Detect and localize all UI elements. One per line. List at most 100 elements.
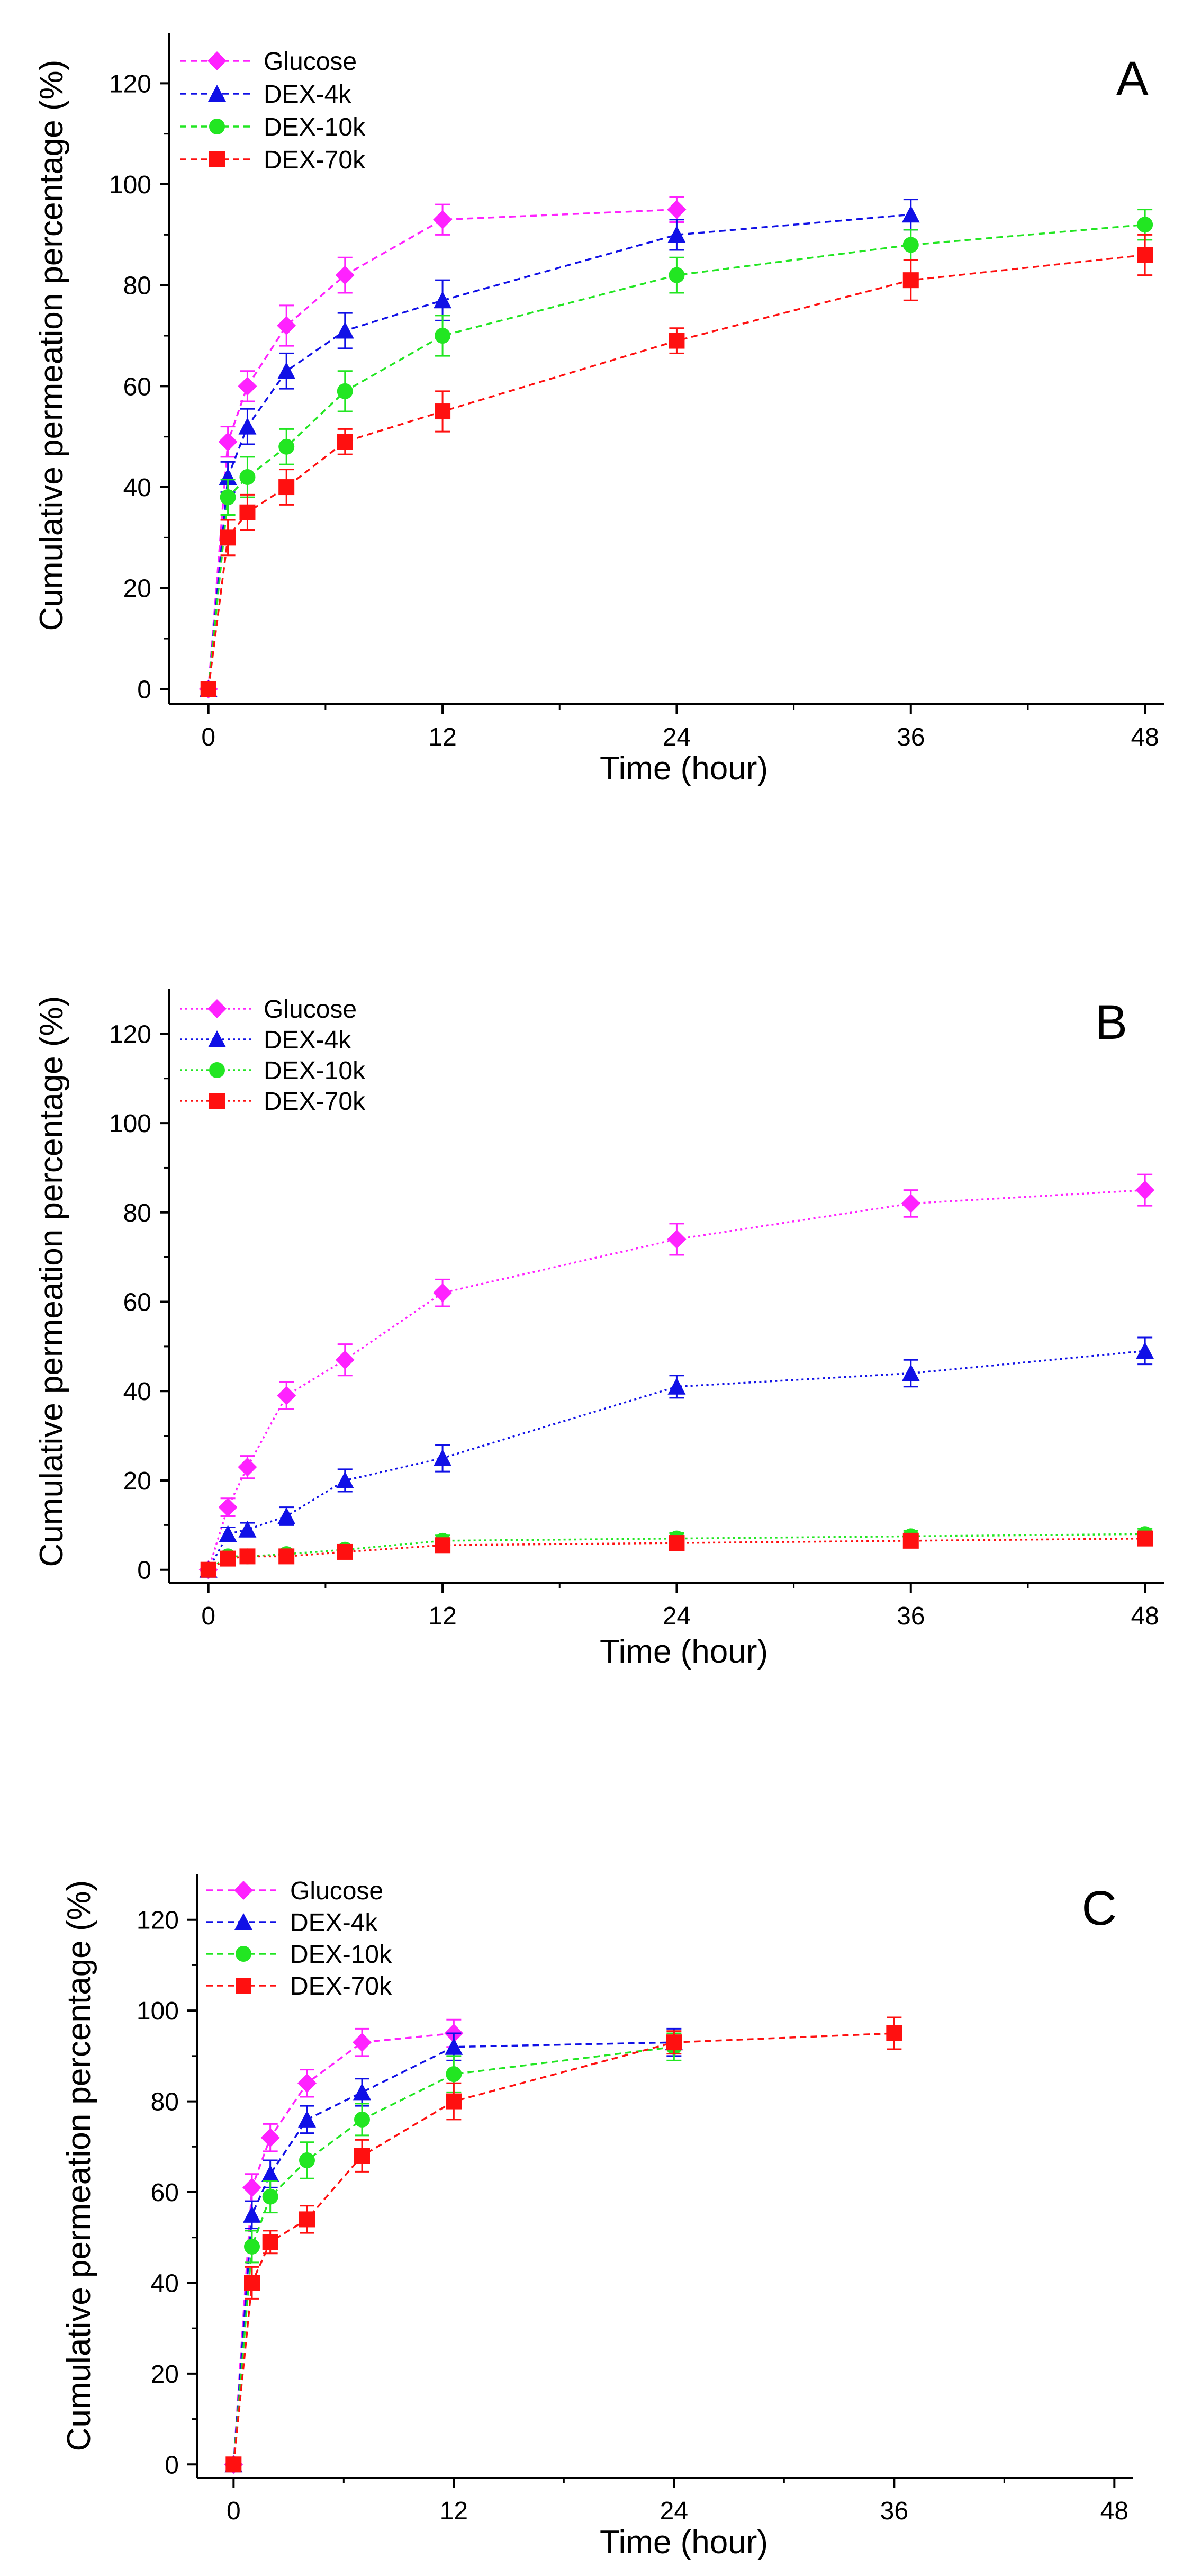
panel-b-legend-label-glucose: Glucose xyxy=(264,995,357,1024)
panel-b-data-point-dex-4k xyxy=(219,1525,237,1542)
panel-a-y-tick-label: 40 xyxy=(123,474,151,502)
panel-c-y-tick-label: 40 xyxy=(151,2269,179,2297)
panel-a-y-tick-label: 80 xyxy=(123,272,151,300)
panel-b-x-tick-label: 24 xyxy=(663,1602,691,1630)
panel-c-data-point-dex-4k xyxy=(261,2165,279,2182)
panel-c-legend-marker-glucose xyxy=(234,1881,253,1900)
panel-b-y-tick-label: 80 xyxy=(123,1199,151,1227)
panel-a-data-point-dex-10k xyxy=(220,489,236,506)
panel-a-data-point-glucose xyxy=(335,265,355,285)
panel-c-data-point-dex-70k xyxy=(225,2456,242,2473)
panel-b-data-point-dex-70k xyxy=(669,1535,685,1551)
panel-b-series-dex-70k xyxy=(200,1530,1153,1578)
panel-b-legend-label-dex-10k: DEX-10k xyxy=(264,1057,366,1085)
panel-c-data-point-dex-10k xyxy=(244,2238,260,2255)
panel-c-x-tick-label: 48 xyxy=(1100,2497,1128,2525)
panel-a-series-line-dex-4k xyxy=(207,213,911,689)
panel-c-data-point-dex-70k xyxy=(666,2034,682,2051)
panel-c-y-axis-title: Cumulative permeation percentage (%) xyxy=(61,1880,97,2452)
panel-a-data-point-dex-70k xyxy=(1137,247,1153,263)
panel-b-data-point-dex-70k xyxy=(902,1532,919,1549)
panel-a-y-tick-label: 60 xyxy=(123,373,151,401)
panel-c-y-tick-label: 80 xyxy=(151,2088,179,2116)
panel-b-y-tick-label: 0 xyxy=(137,1557,151,1585)
panel-c-y-tick-label: 100 xyxy=(137,1997,179,2025)
panel-a-data-point-dex-70k xyxy=(200,681,216,697)
panel-b-legend-label-dex-70k: DEX-70k xyxy=(264,1088,366,1116)
panel-b-x-tick-label: 0 xyxy=(201,1602,215,1630)
panel-a-legend-label-glucose: Glucose xyxy=(264,48,357,76)
panel-a-data-point-dex-4k xyxy=(219,468,237,485)
panel-c-y-tick-label: 20 xyxy=(151,2360,179,2389)
panel-a-data-point-dex-10k xyxy=(669,267,685,283)
panel-a-data-point-dex-70k xyxy=(669,333,685,349)
panel-c-data-point-dex-10k xyxy=(262,2188,278,2205)
panel-a-y-tick-label: 20 xyxy=(123,575,151,603)
panel-a-data-point-dex-10k xyxy=(435,328,451,344)
panel-b-legend-marker-dex-4k xyxy=(208,1030,226,1047)
panel-c-legend-label-dex-10k: DEX-10k xyxy=(290,1941,392,1969)
panel-b-y-tick-label: 120 xyxy=(109,1020,151,1048)
panel-c-data-point-glucose xyxy=(353,2033,372,2052)
panel-b-x-axis-title: Time (hour) xyxy=(600,1633,768,1670)
panel-b-axes: 0 12 24 36 48 0 20 40 60 80 100 120 xyxy=(109,989,1164,1630)
panel-b-legend-marker-dex-70k xyxy=(209,1093,225,1109)
panel-a-series-dex-70k xyxy=(200,234,1153,697)
panel-a-data-point-dex-70k xyxy=(239,504,256,520)
panel-c-x-tick-label: 12 xyxy=(440,2497,468,2525)
panel-a-data-point-dex-70k xyxy=(337,434,353,450)
panel-a-data-point-dex-10k xyxy=(239,469,256,485)
panel-a-letter: A xyxy=(1116,52,1149,106)
panel-b-x-tick-label: 36 xyxy=(897,1602,925,1630)
panel-c-data-point-dex-4k xyxy=(243,2205,261,2223)
panel-c-x-axis-title: Time (hour) xyxy=(600,2524,768,2561)
panel-b-data-point-glucose xyxy=(238,1457,257,1477)
panel-a-data-point-dex-70k xyxy=(220,529,236,546)
panel-b-data-point-dex-4k xyxy=(667,1377,686,1395)
panel-b-data-point-glucose xyxy=(901,1193,920,1213)
panel-c-legend: Glucose DEX-4k DEX-10k DEX-70k xyxy=(206,1877,392,2000)
panel-c-x-tick-label: 24 xyxy=(660,2497,688,2525)
panel-a-data-point-dex-70k xyxy=(278,479,295,496)
panel-a-data-point-dex-4k xyxy=(277,362,296,379)
panel-c-y-tick-label: 120 xyxy=(137,1907,179,1935)
panel-c-series-line-dex-70k xyxy=(232,2032,895,2465)
panel-c-data-point-dex-4k xyxy=(298,2110,316,2128)
panel-a-data-point-dex-4k xyxy=(336,321,354,339)
panel-a-y-axis-title: Cumulative permeation percentage (%) xyxy=(33,60,70,631)
panel-b-data-point-glucose xyxy=(667,1229,687,1249)
panel-c-legend-marker-dex-70k xyxy=(236,1978,251,1994)
panel-a-x-tick-label: 48 xyxy=(1131,723,1159,751)
chart-panel-a: Time (hour) Cumulative permeation percen… xyxy=(33,33,1164,787)
panel-a-x-tick-label: 0 xyxy=(201,723,215,751)
panel-c-data-point-dex-70k xyxy=(886,2025,902,2041)
panel-b-data-point-dex-70k xyxy=(200,1561,216,1578)
panel-a-data-point-dex-4k xyxy=(238,417,257,435)
panel-a-x-tick-label: 36 xyxy=(897,723,925,751)
panel-c-series-dex-70k xyxy=(225,2016,902,2473)
panel-b-series-dex-4k xyxy=(199,1336,1154,1578)
panel-c-data-point-dex-70k xyxy=(299,2211,315,2228)
panel-b-data-point-dex-70k xyxy=(239,1548,256,1565)
panel-b-data-point-dex-4k xyxy=(277,1507,296,1524)
panel-b-data-point-dex-4k xyxy=(434,1449,452,1466)
panel-a-x-axis-title: Time (hour) xyxy=(600,750,768,787)
panel-b-x-tick-label: 12 xyxy=(428,1602,456,1630)
panel-a-legend-label-dex-10k: DEX-10k xyxy=(264,113,366,141)
panel-b-x-tick-label: 48 xyxy=(1131,1602,1159,1630)
panel-a-data-point-glucose xyxy=(277,316,296,335)
panel-c-data-point-dex-10k xyxy=(354,2111,370,2128)
panel-b-data-point-glucose xyxy=(335,1350,355,1370)
panel-b-data-point-dex-70k xyxy=(220,1550,236,1567)
panel-a-y-tick-label: 0 xyxy=(137,676,151,704)
panel-a-data-point-glucose xyxy=(433,210,453,229)
panel-b-data-point-dex-70k xyxy=(1137,1530,1153,1547)
panel-a-legend-label-dex-70k: DEX-70k xyxy=(264,146,366,174)
panel-b-data-point-dex-4k xyxy=(901,1364,920,1381)
panel-c-data-point-dex-4k xyxy=(445,2038,463,2055)
panel-b-series-glucose xyxy=(198,1173,1155,1579)
panel-b-data-point-dex-4k xyxy=(238,1520,257,1538)
panel-a-data-point-dex-10k xyxy=(902,237,919,253)
